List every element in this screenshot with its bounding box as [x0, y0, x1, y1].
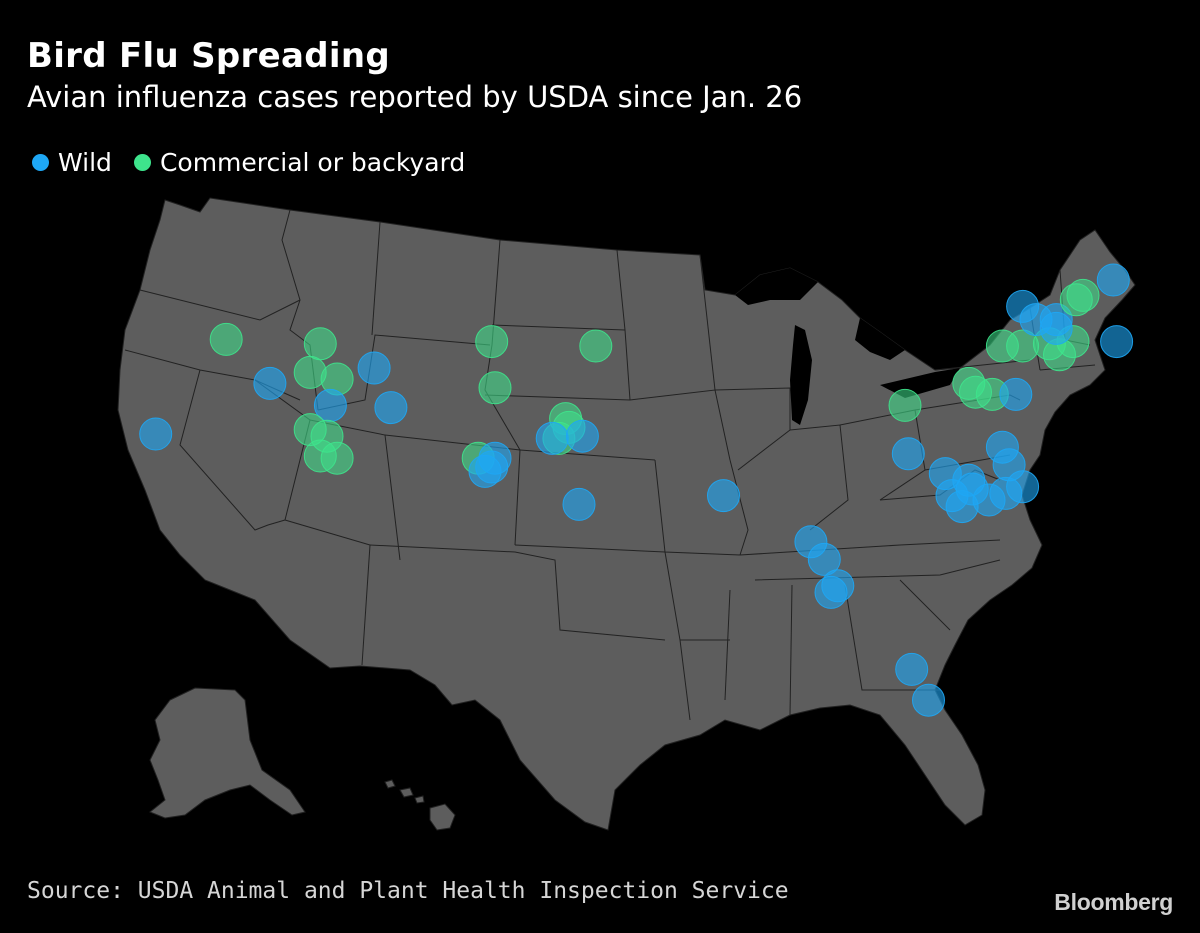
wild-case-marker	[1039, 311, 1073, 345]
case-markers	[139, 263, 1134, 717]
state-border	[714, 387, 791, 471]
wild-case-marker	[535, 421, 569, 455]
state-border	[254, 379, 371, 666]
state-border	[654, 459, 741, 556]
hawaii-islands	[384, 779, 425, 804]
legend-dot-wild	[32, 154, 49, 171]
state-border	[789, 584, 793, 716]
state-border	[371, 221, 381, 336]
commercial-case-marker	[303, 327, 337, 361]
state-border	[484, 239, 521, 451]
commercial-case-marker	[1066, 278, 1100, 312]
alaska	[149, 687, 306, 819]
wild-case-marker	[374, 391, 408, 425]
great-lakes	[735, 268, 960, 425]
source-note: Source: USDA Animal and Plant Health Ins…	[27, 878, 789, 904]
commercial-case-marker	[478, 371, 512, 405]
wild-case-marker	[253, 366, 287, 400]
legend-item-commercial: Commercial or backyard	[133, 148, 466, 177]
legend-label-wild: Wild	[58, 148, 112, 177]
chart-subtitle: Avian influenza cases reported by USDA s…	[27, 80, 803, 114]
wild-case-marker	[992, 448, 1026, 482]
hawaii	[429, 803, 456, 831]
state-border	[724, 589, 731, 701]
legend-dot-commercial	[133, 154, 151, 171]
state-border	[754, 559, 1001, 581]
wild-case-marker	[807, 542, 841, 576]
state-border	[514, 544, 666, 553]
wild-case-marker	[1006, 289, 1040, 323]
wild-case-marker	[952, 463, 986, 497]
chart-title: Bird Flu Spreading	[27, 36, 390, 76]
commercial-case-marker	[320, 441, 354, 475]
wild-case-marker	[468, 454, 502, 488]
state-border	[729, 459, 749, 556]
wild-case-marker	[139, 417, 173, 451]
wild-case-marker	[814, 575, 848, 609]
commercial-case-marker	[579, 329, 613, 363]
state-border	[739, 539, 1001, 556]
state-border	[844, 584, 940, 691]
state-border	[491, 324, 626, 331]
wild-case-marker	[895, 652, 929, 686]
state-border	[789, 424, 849, 531]
wild-case-marker	[999, 377, 1033, 411]
wild-case-marker	[565, 419, 599, 453]
state-border	[699, 254, 716, 391]
wild-case-marker	[912, 683, 945, 717]
wild-case-marker	[357, 351, 391, 385]
commercial-case-marker	[475, 325, 509, 359]
state-border	[139, 289, 301, 321]
legend: Wild Commercial or backyard	[32, 148, 487, 177]
wild-case-marker	[1096, 263, 1130, 297]
state-border	[899, 579, 951, 631]
commercial-case-marker	[209, 322, 243, 356]
wild-case-marker	[707, 479, 740, 513]
state-border	[179, 369, 286, 531]
wild-case-marker	[1100, 325, 1134, 359]
state-border	[934, 359, 1031, 371]
legend-label-commercial: Commercial or backyard	[159, 148, 466, 177]
wild-case-marker	[562, 487, 596, 521]
state-border	[839, 409, 926, 501]
wild-case-marker	[891, 437, 925, 471]
commercial-case-marker	[888, 388, 922, 422]
legend-item-wild: Wild	[32, 148, 112, 177]
state-border	[369, 544, 666, 641]
bloomberg-logo: Bloomberg	[1054, 889, 1173, 915]
state-border	[616, 249, 631, 401]
